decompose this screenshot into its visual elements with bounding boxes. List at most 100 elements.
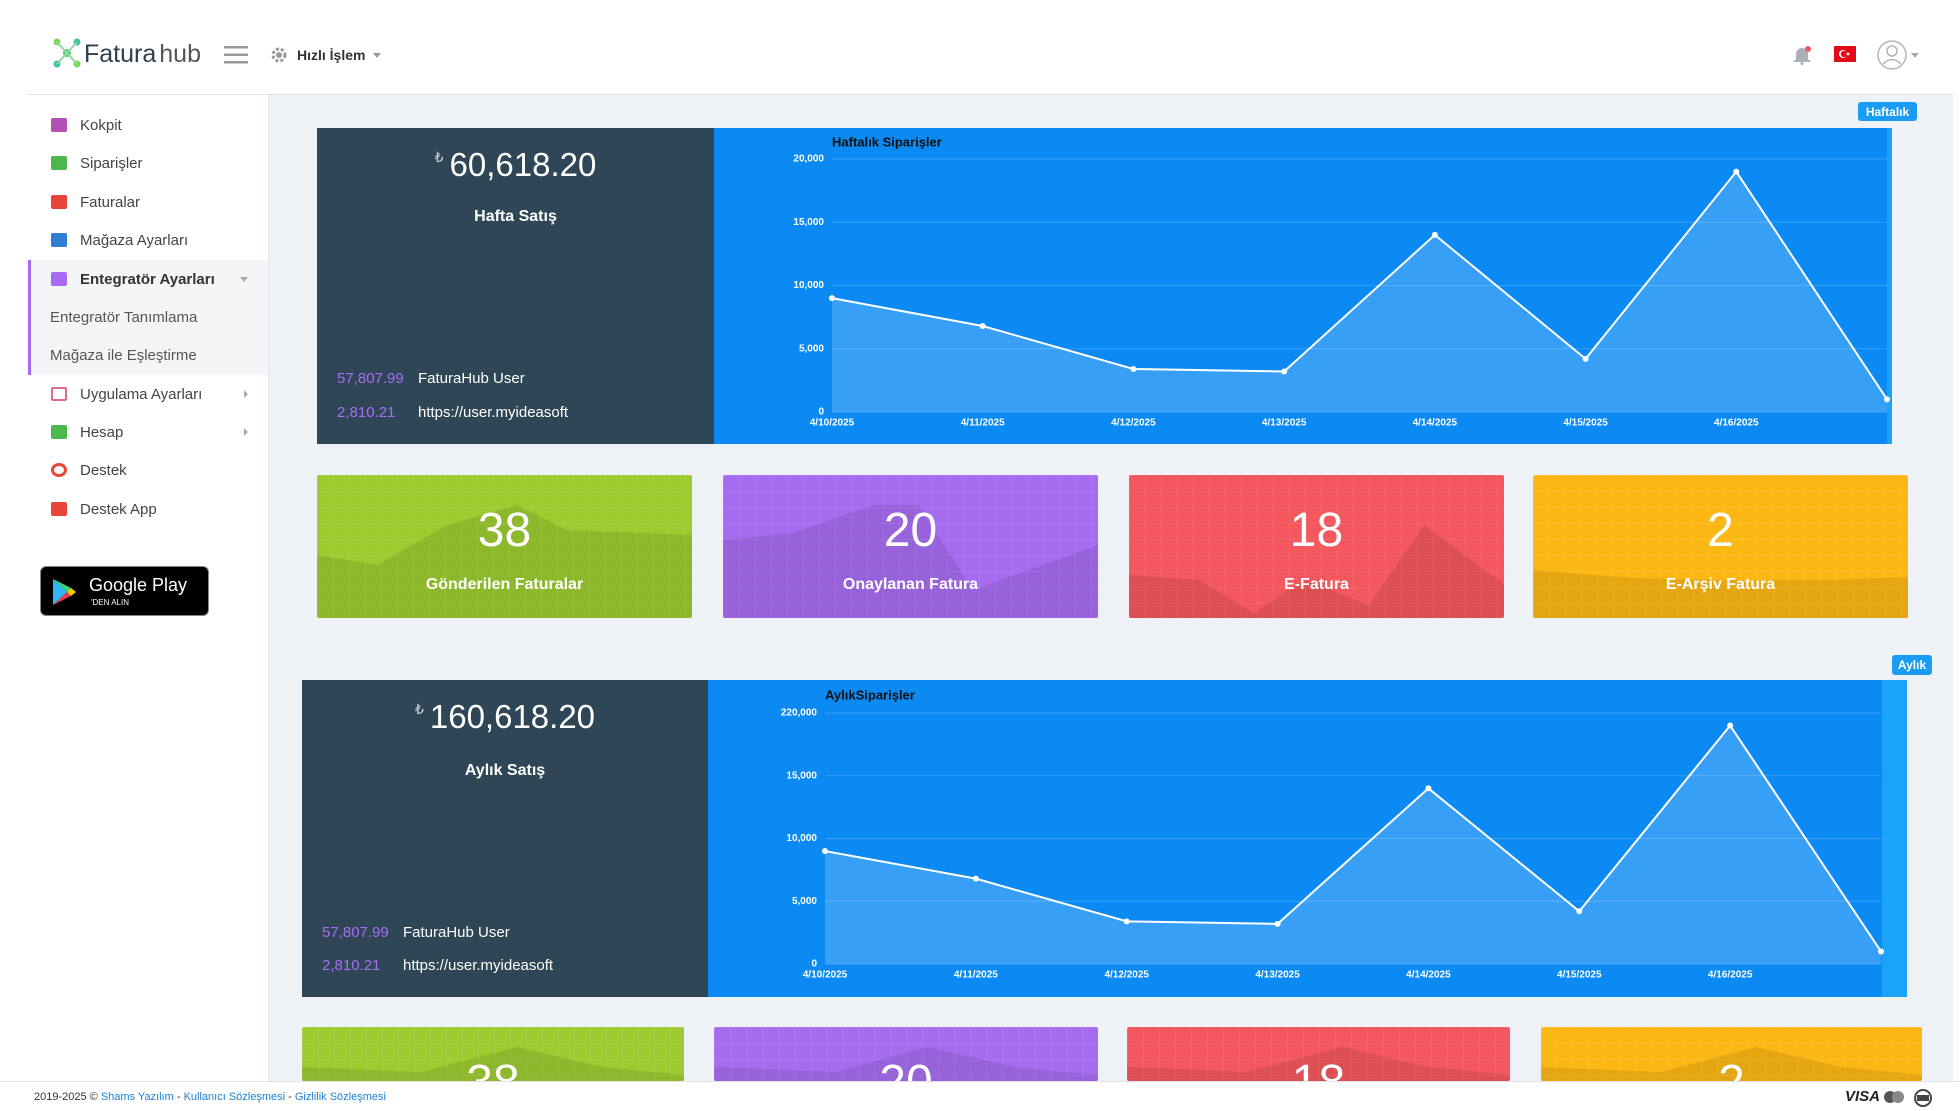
menu-label: Mağaza Ayarları: [80, 231, 189, 249]
menu-label: Kokpit: [80, 116, 122, 134]
x-tick-label: 4/12/2025: [1104, 970, 1149, 981]
weekly-summary: ₺ 60,618.20 Hafta Satış 57,807.99 FaturaH…: [317, 128, 714, 444]
submenu-item[interactable]: Entegratör Tanımlama: [28, 298, 268, 336]
stat-value: 57,807.99: [322, 924, 389, 941]
point: [829, 295, 835, 302]
monthly-total-label: Aylık Satış: [464, 762, 546, 779]
menu-item[interactable]: Mağaza Ayarları: [28, 221, 268, 259]
y-tick-label: 5,000: [792, 896, 817, 907]
area: [825, 725, 1881, 964]
stat-card[interactable]: 38 Gönderilen Faturalar: [317, 475, 692, 618]
submenu-item[interactable]: Mağaza ile Eşleştirme: [28, 336, 268, 374]
card-value: 2: [1541, 1055, 1922, 1081]
payment-icons: [1884, 1089, 1932, 1107]
x-tick-label: 4/16/2025: [1708, 970, 1753, 981]
point: [1425, 785, 1432, 792]
card-wave: [302, 1047, 684, 1081]
x-tick-label: 4/15/2025: [1563, 418, 1608, 429]
stat-card[interactable]: 2: [1541, 1027, 1922, 1081]
card-label: Gönderilen Faturalar: [425, 576, 584, 593]
menu-item[interactable]: Destek App: [28, 490, 268, 528]
card-label: E-Arşiv Fatura: [1665, 576, 1776, 593]
menu-label: Hesap: [80, 423, 124, 441]
x-tick-label: 4/13/2025: [1262, 418, 1307, 429]
card-decoration: [1541, 1047, 1922, 1081]
card-value: 20: [883, 504, 938, 557]
menu-item[interactable]: Entegratör Ayarları: [28, 260, 268, 298]
total-value: 160,618.20: [429, 698, 596, 735]
x-tick-label: 4/15/2025: [1557, 970, 1602, 981]
weekly-total: ₺ 60,618.20: [317, 146, 714, 184]
line: [824, 723, 1882, 953]
y-tick-label: 0: [818, 407, 824, 418]
language-flag[interactable]: [1834, 46, 1856, 62]
gear-icon: [271, 47, 287, 63]
point: [1281, 368, 1288, 375]
quick-action[interactable]: Hızlı İşlem: [297, 47, 366, 63]
menu-item[interactable]: Kokpit: [28, 106, 268, 144]
stat-card[interactable]: 18 E-Fatura: [1129, 475, 1504, 618]
menu-item[interactable]: Uygulama Ayarları: [28, 375, 268, 413]
card-wave: [1129, 525, 1504, 618]
user-menu[interactable]: [1877, 39, 1921, 71]
menu-label: Entegratör Ayarları: [80, 270, 215, 288]
chart-background: [708, 680, 1907, 997]
stat-card[interactable]: 18: [1127, 1027, 1510, 1081]
store-badge[interactable]: Google Play 'DEN ALIN: [40, 566, 209, 616]
y-tick-label: 0: [811, 959, 817, 970]
area: [832, 171, 1887, 412]
menu-label: Destek: [80, 461, 127, 479]
menu-item[interactable]: Destek: [28, 451, 268, 489]
menu-item[interactable]: Siparişler: [28, 144, 268, 182]
footer-text: 2019-2025 © Shams Yazılım - Kullanıcı Sö…: [34, 1091, 386, 1103]
header: Fatura hub Hızlı İşlem: [0, 0, 1960, 95]
monthly-badge[interactable]: Aylık: [1892, 655, 1932, 675]
notifications[interactable]: [1792, 45, 1812, 65]
x-tick-label: 4/11/2025: [961, 418, 1005, 429]
weekly-total-label: Hafta Satış: [474, 208, 557, 225]
menu-label: Destek App: [80, 500, 157, 518]
separator: -: [288, 1091, 292, 1103]
weekly-chart: Haftalık Siparişler 0 5,000 10,000 15,000 20…: [714, 128, 1892, 444]
logo-icon: [53, 38, 81, 68]
point: [822, 848, 828, 855]
card-decoration: [1127, 1047, 1510, 1081]
stat-label: https://user.myideasoft: [403, 957, 554, 974]
footer-link[interactable]: Kullanıcı Sözleşmesi: [183, 1091, 286, 1103]
monthly-summary: ₺ 160,618.20 Aylık Satış 57,807.99 Fatura…: [302, 680, 708, 997]
card-wave: [723, 505, 1098, 618]
x-tick-label: 4/14/2025: [1406, 970, 1451, 981]
x-tick-label: 4/14/2025: [1413, 418, 1458, 429]
card-value: 18: [1289, 504, 1344, 557]
y-tick-label: 15,000: [786, 770, 817, 781]
point: [1576, 908, 1583, 915]
menu-toggle[interactable]: [224, 46, 248, 64]
stat-card[interactable]: 38: [302, 1027, 684, 1081]
menu-label: Siparişler: [80, 154, 143, 172]
stat-label: FaturaHub User: [418, 370, 525, 387]
footer-link[interactable]: Gizlilik Sözleşmesi: [294, 1091, 386, 1103]
stat-value: 2,810.21: [322, 957, 381, 974]
stat-card[interactable]: 20 Onaylanan Fatura: [723, 475, 1098, 618]
total-value: 60,618.20: [449, 146, 597, 183]
logo[interactable]: Fatura hub: [84, 40, 201, 69]
weekly-badge[interactable]: Haftalık: [1858, 102, 1917, 121]
chart-title: Haftalık Siparişler: [832, 134, 942, 149]
store-title: Google Play: [89, 575, 188, 595]
header-divider: [28, 94, 1953, 95]
card-label: Onaylanan Fatura: [842, 576, 979, 593]
menu-item[interactable]: Faturalar: [28, 183, 268, 221]
stat-label: FaturaHub User: [403, 924, 510, 941]
x-tick-label: 4/11/2025: [954, 970, 998, 981]
stat-card[interactable]: 2 E-Arşiv Fatura: [1533, 475, 1908, 618]
stat-card[interactable]: 20: [714, 1027, 1098, 1081]
card-wave: [317, 505, 692, 618]
footer-link[interactable]: Shams Yazılım: [100, 1091, 174, 1103]
store-icon: [53, 579, 76, 605]
card-label: E-Fatura: [1284, 576, 1349, 593]
card-value: 38: [302, 1055, 684, 1081]
menu-item[interactable]: Hesap: [28, 413, 268, 451]
sidebar: Kokpit Siparişler Faturalar Mağaza Ayarl…: [28, 95, 269, 1081]
y-tick-label: 5,000: [799, 343, 824, 354]
